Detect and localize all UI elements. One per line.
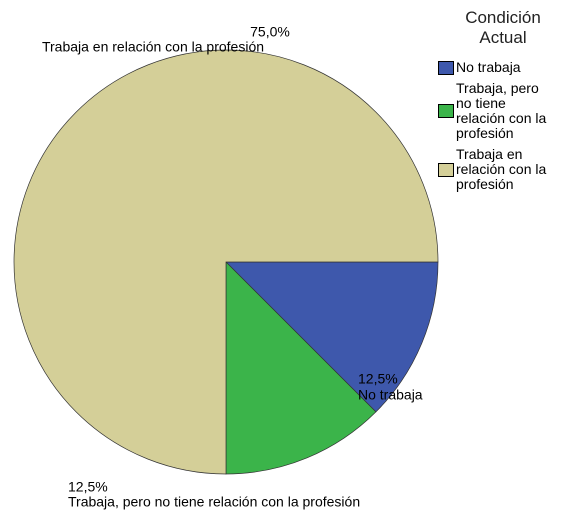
legend: Condición Actual No trabaja Trabaja, pero… <box>438 8 573 198</box>
legend-label: No trabaja <box>456 59 521 75</box>
legend-label: Trabaja, pero no tiene relación con la p… <box>456 80 547 141</box>
legend-swatch <box>438 60 454 75</box>
legend-swatch <box>438 104 454 118</box>
legend-title: Condición Actual <box>465 8 541 47</box>
legend-swatch <box>438 162 454 177</box>
slice-category-label: Trabaja en relación con la profesión <box>42 39 264 55</box>
pie-slice <box>225 261 439 413</box>
legend-entry: No trabaja <box>438 60 573 75</box>
legend-entry: Trabaja, pero no tiene relación con la p… <box>438 81 573 141</box>
pie-slice <box>225 261 377 475</box>
legend-label: Trabaja en relación con la profesión <box>456 146 547 192</box>
slice-value-label: 12,5% <box>358 371 398 387</box>
slice-category-label: Trabaja, pero no tiene relación con la p… <box>68 494 360 510</box>
legend-entries: No trabaja Trabaja, pero no tiene relació… <box>438 60 573 192</box>
slice-category-label: No trabaja <box>358 387 423 403</box>
pie-slice <box>13 49 439 475</box>
slice-value-label: 12,5% <box>68 479 108 495</box>
slice-value-label: 75,0% <box>250 24 290 40</box>
legend-entry: Trabaja en relación con la profesión <box>438 147 573 192</box>
